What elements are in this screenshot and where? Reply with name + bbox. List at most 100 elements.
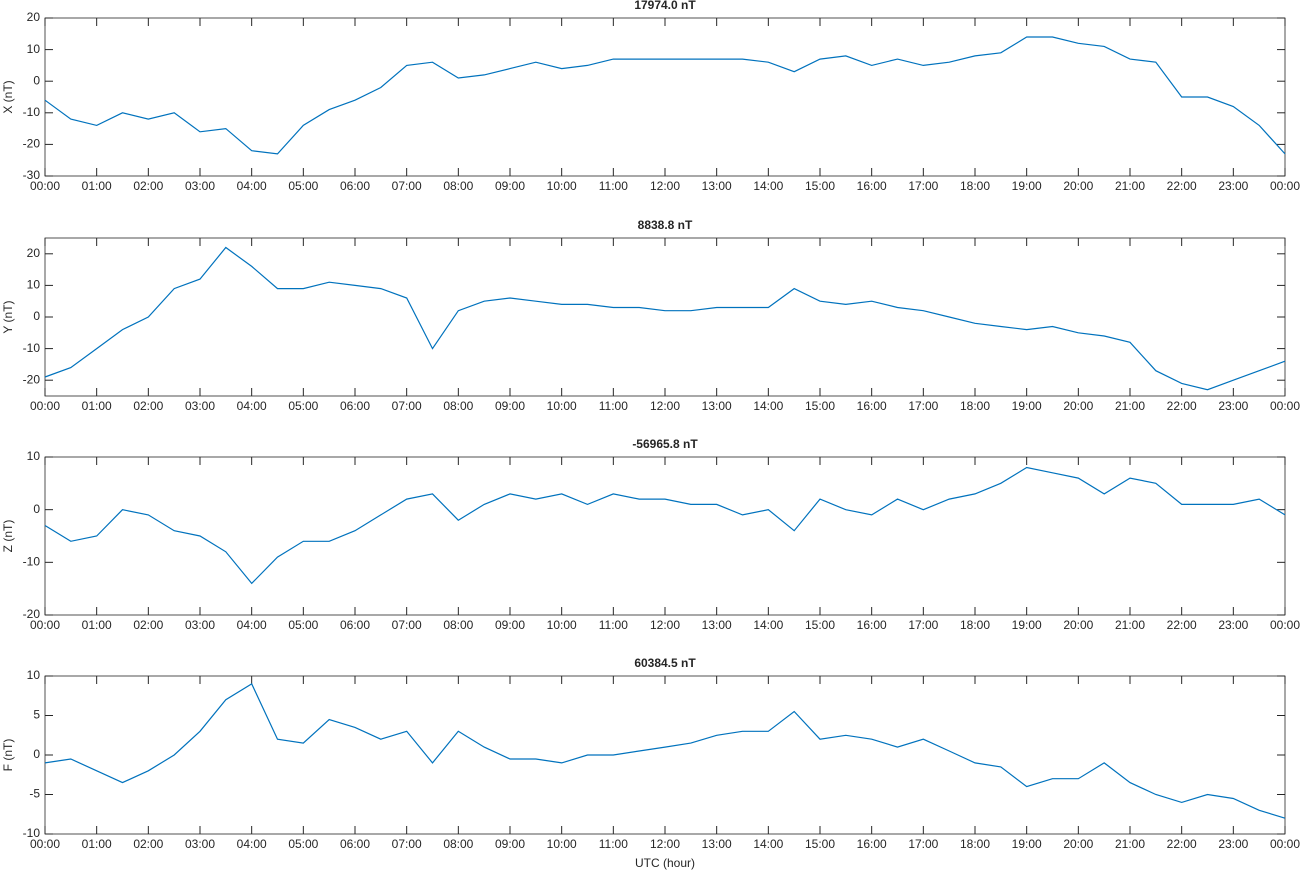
plot-title: 60384.5 nT: [634, 656, 696, 670]
x-tick-label: 10:00: [547, 179, 577, 193]
x-tick-label: 20:00: [1063, 618, 1093, 632]
x-tick-label: 10:00: [547, 837, 577, 851]
x-tick-label: 00:00: [30, 179, 60, 193]
x-tick-label: 08:00: [443, 399, 473, 413]
x-tick-label: 03:00: [185, 837, 215, 851]
y-tick-label: 20: [27, 10, 41, 24]
x-tick-label: 23:00: [1218, 399, 1248, 413]
y-tick-label: 0: [33, 73, 40, 87]
plot-title: 8838.8 nT: [638, 218, 693, 232]
x-tick-label: 20:00: [1063, 399, 1093, 413]
x-tick-label: 14:00: [753, 618, 783, 632]
x-tick-label: 16:00: [857, 399, 887, 413]
x-tick-label: 02:00: [133, 837, 163, 851]
x-tick-label: 00:00: [1270, 837, 1300, 851]
y-axis-label: Z (nT): [1, 520, 15, 553]
y-tick-label: -10: [23, 341, 41, 355]
axes-box: [44, 675, 1286, 835]
x-tick-label: 19:00: [1012, 399, 1042, 413]
plot-title: -56965.8 nT: [632, 437, 698, 451]
x-tick-label: 00:00: [1270, 399, 1300, 413]
y-tick-label: -10: [23, 105, 41, 119]
x-tick-label: 02:00: [133, 179, 163, 193]
x-tick-label: 02:00: [133, 399, 163, 413]
x-tick-label: 04:00: [237, 837, 267, 851]
y-tick-label: 10: [27, 668, 41, 682]
y-tick-label: 0: [33, 309, 40, 323]
x-tick-label: 19:00: [1012, 618, 1042, 632]
x-tick-label: 18:00: [960, 399, 990, 413]
data-line: [44, 466, 1286, 585]
data-line: [44, 683, 1286, 819]
y-tick-label: -20: [23, 607, 41, 621]
x-tick-label: 05:00: [288, 399, 318, 413]
x-tick-label: 16:00: [857, 618, 887, 632]
x-tick-label: 04:00: [237, 179, 267, 193]
x-tick-label: 21:00: [1115, 399, 1145, 413]
x-tick-label: 19:00: [1012, 179, 1042, 193]
x-tick-label: 15:00: [805, 618, 835, 632]
plot-title: 17974.0 nT: [634, 0, 696, 12]
x-tick-label: 06:00: [340, 837, 370, 851]
x-tick-label: 05:00: [288, 837, 318, 851]
x-tick-label: 16:00: [857, 179, 887, 193]
x-tick-label: 07:00: [392, 179, 422, 193]
x-tick-label: 08:00: [443, 837, 473, 851]
y-tick-label: -20: [23, 137, 41, 151]
x-tick-label: 13:00: [702, 179, 732, 193]
x-tick-label: 09:00: [495, 179, 525, 193]
y-tick-label: -10: [23, 826, 41, 840]
x-tick-label: 00:00: [30, 618, 60, 632]
x-tick-label: 06:00: [340, 399, 370, 413]
x-tick-label: 02:00: [133, 618, 163, 632]
x-tick-label: 06:00: [340, 179, 370, 193]
y-tick-label: -5: [29, 787, 40, 801]
x-tick-label: 14:00: [753, 179, 783, 193]
x-tick-label: 22:00: [1167, 618, 1197, 632]
x-tick-label: 17:00: [908, 179, 938, 193]
x-tick-label: 09:00: [495, 399, 525, 413]
x-tick-label: 08:00: [443, 618, 473, 632]
data-line: [44, 246, 1286, 391]
x-tick-label: 00:00: [1270, 179, 1300, 193]
x-tick-label: 11:00: [599, 837, 628, 851]
x-tick-label: 00:00: [30, 837, 60, 851]
x-tick-label: 11:00: [599, 618, 628, 632]
x-tick-label: 09:00: [495, 837, 525, 851]
y-axis-label: X (nT): [1, 80, 15, 113]
x-tick-label: 22:00: [1167, 837, 1197, 851]
x-tick-label: 23:00: [1218, 179, 1248, 193]
x-tick-label: 20:00: [1063, 179, 1093, 193]
x-tick-label: 16:00: [857, 837, 887, 851]
x-tick-label: 22:00: [1167, 179, 1197, 193]
x-tick-label: 23:00: [1218, 837, 1248, 851]
x-tick-label: 06:00: [340, 618, 370, 632]
x-tick-label: 11:00: [599, 179, 628, 193]
x-tick-label: 23:00: [1218, 618, 1248, 632]
x-tick-label: 01:00: [82, 618, 112, 632]
x-tick-label: 05:00: [288, 179, 318, 193]
axes-box: [44, 237, 1286, 397]
y-tick-label: -20: [23, 372, 41, 386]
y-tick-label: -10: [23, 555, 41, 569]
y-tick-label: 0: [33, 747, 40, 761]
x-tick-label: 12:00: [650, 399, 680, 413]
x-tick-label: 18:00: [960, 179, 990, 193]
x-tick-label: 05:00: [288, 618, 318, 632]
x-tick-label: 01:00: [82, 837, 112, 851]
x-tick-label: 21:00: [1115, 179, 1145, 193]
x-tick-label: 21:00: [1115, 837, 1145, 851]
x-tick-label: 01:00: [82, 399, 112, 413]
x-tick-label: 11:00: [599, 399, 628, 413]
x-tick-label: 00:00: [1270, 618, 1300, 632]
x-tick-label: 12:00: [650, 618, 680, 632]
y-tick-label: 20: [27, 246, 41, 260]
x-tick-label: 17:00: [908, 837, 938, 851]
x-tick-label: 17:00: [908, 618, 938, 632]
x-tick-label: 20:00: [1063, 837, 1093, 851]
x-axis-label: UTC (hour): [635, 856, 695, 870]
x-tick-label: 15:00: [805, 179, 835, 193]
x-tick-label: 15:00: [805, 837, 835, 851]
